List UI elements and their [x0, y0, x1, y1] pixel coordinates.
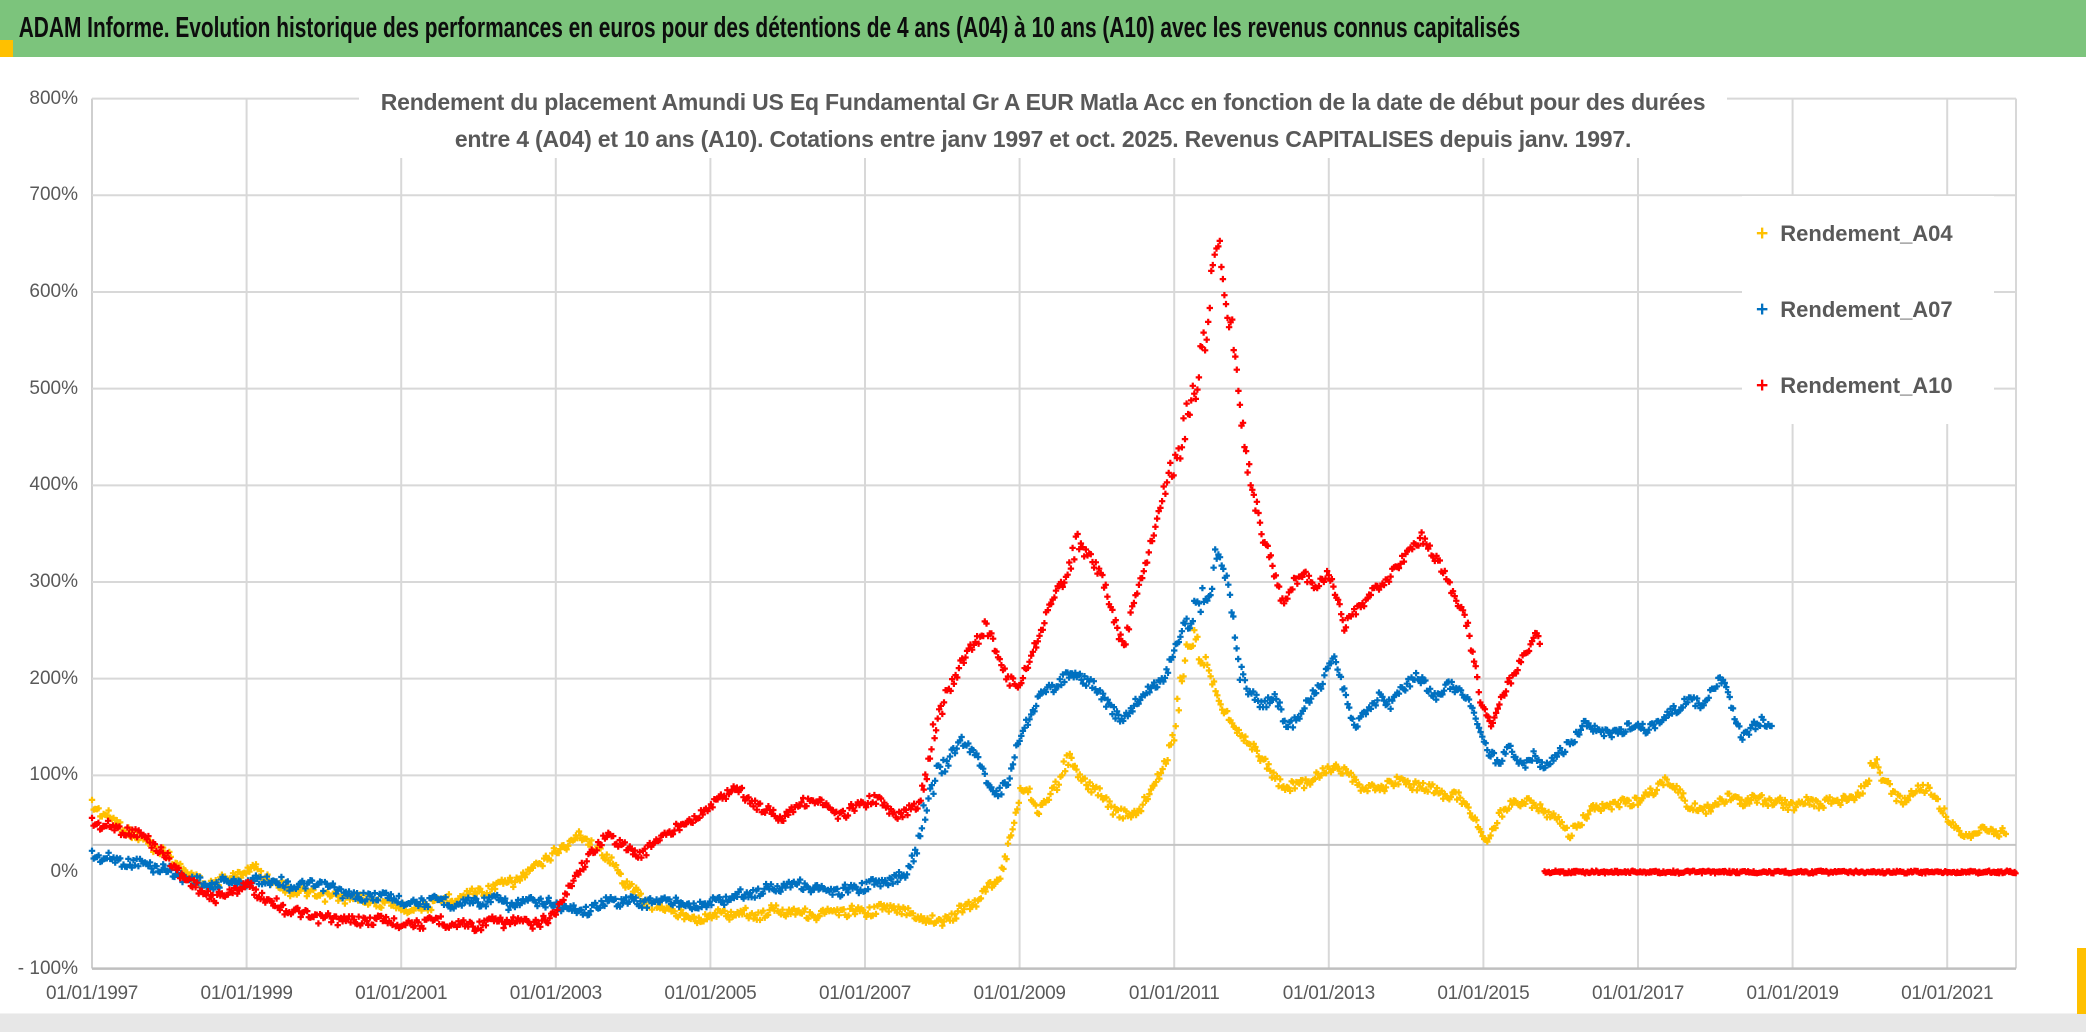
y-axis-label: 0% — [50, 861, 78, 882]
x-axis-label: 01/01/2003 — [509, 983, 602, 1004]
legend-plus-marker-icon: + — [1756, 373, 1769, 397]
banner-title: ADAM Informe. Evolution historique des p… — [18, 12, 1521, 44]
x-axis-label: 01/01/1997 — [45, 983, 139, 1004]
y-axis-label: 500% — [29, 377, 78, 399]
legend-item[interactable]: + Rendement_A07 — [1742, 297, 1994, 323]
y-axis-label: 200% — [29, 667, 78, 689]
left-accent — [0, 40, 13, 57]
legend-item-label: Rendement_A07 — [1780, 297, 1953, 322]
x-axis-label: 01/01/2001 — [355, 983, 448, 1004]
y-axis-label: 100% — [29, 764, 78, 786]
legend-plus-marker-icon: + — [1756, 297, 1769, 321]
x-axis-label: 01/01/2015 — [1437, 983, 1530, 1004]
legend-item[interactable]: + Rendement_A10 — [1742, 373, 1994, 399]
x-axis-label: 01/01/2019 — [1746, 983, 1839, 1004]
x-axis-label: 01/01/2011 — [1128, 983, 1220, 1004]
y-axis-label: 800% — [29, 87, 78, 109]
x-axis-label: 01/01/2017 — [1591, 983, 1685, 1004]
right-accent — [2077, 948, 2086, 1014]
y-axis-label: - 100% — [17, 957, 78, 979]
y-axis-label: 400% — [29, 474, 78, 496]
x-axis-label: 01/01/2005 — [664, 983, 757, 1004]
series-rendement_a10 — [88, 237, 1543, 935]
y-axis-label: 600% — [29, 280, 78, 302]
x-axis-label: 01/01/2021 — [1901, 983, 1994, 1004]
series-rendement_a10-flat-zero-tail — [1541, 867, 2019, 877]
legend-item-label: Rendement_A04 — [1780, 221, 1953, 246]
legend-plus-marker-icon: + — [1756, 221, 1769, 245]
x-axis-label: 01/01/1999 — [200, 983, 293, 1004]
y-axis-label: 300% — [29, 570, 78, 592]
legend: + Rendement_A04 + Rendement_A07 + Rendement_A… — [1742, 196, 1994, 424]
legend-item[interactable]: + Rendement_A04 — [1742, 221, 1994, 247]
x-axis-label: 01/01/2009 — [973, 983, 1066, 1004]
x-axis-label: 01/01/2007 — [818, 983, 912, 1004]
title-banner: ADAM Informe. Evolution historique des p… — [0, 0, 2086, 57]
legend-item-label: Rendement_A10 — [1780, 373, 1953, 398]
series-rendement_a07 — [88, 546, 1775, 919]
bottom-strip — [0, 1013, 2086, 1032]
series-rendement_a04 — [88, 627, 2009, 929]
x-axis-label: 01/01/2013 — [1282, 983, 1375, 1004]
y-axis-label: 700% — [29, 184, 78, 206]
